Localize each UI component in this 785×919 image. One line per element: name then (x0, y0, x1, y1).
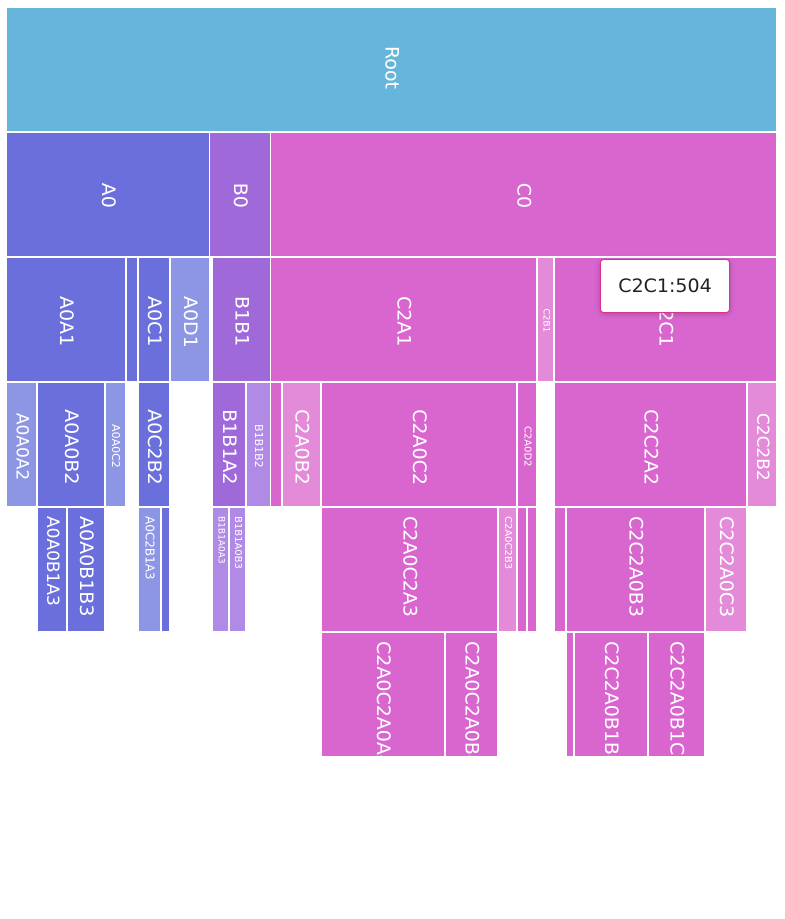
node-c2a0c2-sliver-1[interactable] (528, 508, 536, 631)
node-c2a0c2[interactable] (322, 383, 516, 506)
node-c2c2a0c3[interactable] (706, 508, 746, 631)
node-c2a1[interactable] (271, 258, 536, 381)
node-a0-sliver-0[interactable] (127, 258, 137, 381)
label-c2a0d2: C2A0D2 (522, 426, 533, 467)
label-c0: C0 (513, 183, 535, 208)
node-a0c1[interactable] (139, 258, 169, 381)
node-a0a0a2[interactable] (7, 383, 36, 506)
label-c2c2a0b1c4: C2C2A0B1C4 (666, 641, 688, 767)
node-c2c2a0b1b4[interactable] (575, 633, 647, 756)
node-c2a0b2[interactable] (283, 383, 320, 506)
label-a0a0c2: A0A0C2 (109, 424, 122, 468)
node-b1b1a2[interactable] (213, 383, 245, 506)
node-c2a0c2a0a4[interactable] (322, 633, 444, 756)
node-c2c2b2[interactable] (748, 383, 776, 506)
label-a0d1: A0D1 (179, 296, 201, 348)
label-a0a0b1a3: A0A0B1A3 (42, 516, 62, 606)
node-a0a0b1b3[interactable] (68, 508, 104, 631)
label-c2c2b2: C2C2B2 (752, 413, 772, 481)
label-c2c2a2: C2C2A2 (640, 409, 662, 485)
node-b0[interactable] (210, 133, 270, 256)
node-c2a0c2a0b4[interactable] (446, 633, 497, 756)
node-c2c2a0b1c4[interactable] (649, 633, 704, 756)
label-c2c2a0c3: C2C2A0C3 (715, 516, 737, 617)
label-a0c2b2: A0C2B2 (143, 409, 165, 485)
node-c2b1[interactable] (538, 258, 553, 381)
node-c2c2a2[interactable] (555, 383, 746, 506)
node-b1b1a0b3[interactable] (230, 508, 245, 631)
label-c2a0c2b3: C2A0C2B3 (502, 516, 513, 569)
node-a0c2b1a3[interactable] (139, 508, 160, 631)
label-c2a0c2: C2A0C2 (408, 409, 430, 485)
node-a0a0c2[interactable] (106, 383, 125, 506)
node-c2a0c2b3[interactable] (499, 508, 516, 631)
node-b1b1b2[interactable] (247, 383, 270, 506)
label-c2b1: C2B1 (541, 308, 551, 332)
label-b1b1b2: B1B1B2 (252, 424, 265, 468)
label-c2a1: C2A1 (393, 296, 415, 346)
label-c2c2a0b3: C2C2A0B3 (625, 516, 647, 617)
node-root[interactable] (7, 8, 776, 131)
label-b1b1a0b3: B1B1A0B3 (232, 516, 243, 569)
label-b0: B0 (229, 183, 251, 208)
node-a0a1[interactable] (7, 258, 125, 381)
node-a0d1[interactable] (171, 258, 209, 381)
label-c2a0c2a3: C2A0C2A3 (399, 516, 421, 617)
tooltip: C2C1:504 (600, 259, 730, 313)
node-a0c2b2-sliver-0[interactable] (162, 508, 169, 631)
node-c2c2a0b3-sliver-0[interactable] (567, 633, 573, 756)
node-c2a0d2[interactable] (518, 383, 536, 506)
label-a0c1: A0C1 (143, 296, 165, 346)
node-c2c2a0b3[interactable] (567, 508, 704, 631)
tooltip-text: C2C1:504 (618, 275, 712, 297)
label-a0a1: A0A1 (55, 296, 77, 346)
label-a0c2b1a3: A0C2B1A3 (143, 516, 157, 580)
node-c2a1-sliver-0[interactable] (271, 383, 281, 506)
node-a0a0b1a3[interactable] (38, 508, 66, 631)
label-a0a0b1b3: A0A0B1B3 (75, 516, 97, 616)
label-c2a0b2: C2A0B2 (291, 409, 313, 485)
node-c2a0c2a3[interactable] (322, 508, 497, 631)
node-b1b1[interactable] (213, 258, 270, 381)
node-a0a0b2[interactable] (38, 383, 104, 506)
node-c2a0c2-sliver-0[interactable] (518, 508, 526, 631)
label-root: Root (381, 46, 403, 89)
label-a0: A0 (97, 183, 119, 208)
label-c2a0c2a0b4: C2A0C2A0B4 (461, 641, 483, 767)
label-c2c2a0b1b4: C2C2A0B1B4 (600, 641, 622, 767)
node-b1b1a0a3[interactable] (213, 508, 228, 631)
node-c2c2a2-sliver-0[interactable] (555, 508, 565, 631)
label-b1b1a0a3: B1B1A0A3 (216, 516, 226, 564)
label-a0a0a2: A0A0A2 (12, 413, 32, 480)
label-a0a0b2: A0A0B2 (60, 409, 82, 484)
label-b1b1a2: B1B1A2 (218, 409, 240, 484)
label-b1b1: B1B1 (231, 296, 253, 346)
node-c0[interactable] (271, 133, 776, 256)
label-c2a0c2a0a4: C2A0C2A0A4 (372, 641, 394, 767)
node-a0c2b2[interactable] (139, 383, 169, 506)
node-a0[interactable] (7, 133, 209, 256)
